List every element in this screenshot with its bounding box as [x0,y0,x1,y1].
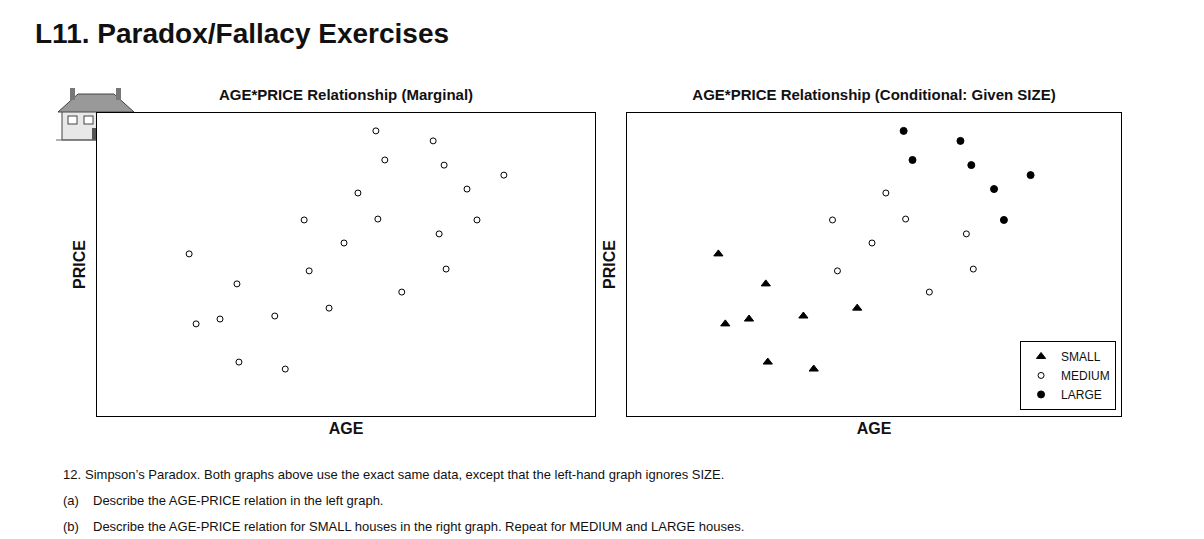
html-text:Describe the AGE-PRICE relatio: Describe the AGE-PRICE relation in the l… [93,493,384,508]
svg-text:PRICE: PRICE [71,240,88,289]
svg-text:MEDIUM: MEDIUM [1061,369,1110,383]
svg-text:AGE*PRICE Relationship (Condit: AGE*PRICE Relationship (Conditional: Giv… [692,86,1055,103]
svg-text:SMALL: SMALL [1061,350,1101,364]
html-text:L11. Paradox/Fallacy Exercises: L11. Paradox/Fallacy Exercises [35,18,450,49]
html-text:(b): (b) [63,519,79,534]
svg-text:AGE: AGE [329,420,364,437]
svg-text:AGE: AGE [857,420,892,437]
html-text:(a): (a) [63,493,79,508]
svg-text:AGE*PRICE Relationship (Margin: AGE*PRICE Relationship (Marginal) [219,86,473,103]
svg-text:PRICE: PRICE [601,240,618,289]
html-text:Describe the AGE-PRICE relatio: Describe the AGE-PRICE relation for SMAL… [93,519,745,534]
html-text:12. Simpson’s Paradox. Both gr: 12. Simpson’s Paradox. Both graphs above… [63,467,725,482]
svg-text:LARGE: LARGE [1061,388,1102,402]
